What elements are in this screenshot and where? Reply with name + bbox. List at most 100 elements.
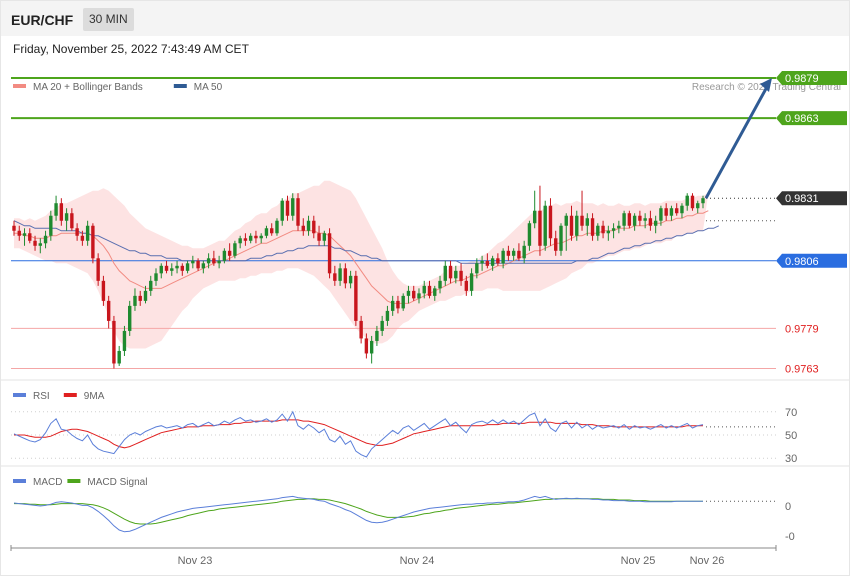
- macd-tick-1: -0: [785, 531, 795, 543]
- timeframe-badge[interactable]: 30 MIN: [83, 8, 134, 31]
- candle-body: [690, 195, 695, 209]
- legend-swatch-0: [13, 84, 26, 88]
- candle-body: [438, 280, 442, 289]
- candle-body: [243, 238, 248, 241]
- candle-body: [475, 263, 479, 274]
- level-label-5: 0.9763: [785, 363, 819, 375]
- datetime-label: Friday, November 25, 2022 7:43:49 AM CET: [13, 42, 249, 56]
- candle-body: [54, 203, 58, 216]
- level-label-4: 0.9779: [785, 323, 819, 335]
- candle-body: [327, 233, 332, 274]
- rsi-ma9-line: [14, 419, 703, 449]
- candle-body: [333, 273, 337, 281]
- target-arrow-head: [760, 78, 772, 93]
- candle-body: [301, 225, 305, 231]
- candle-body: [564, 215, 568, 226]
- candle-body: [312, 220, 316, 234]
- candle-body: [359, 320, 363, 339]
- level-label-0: 0.9879: [785, 73, 819, 85]
- target-arrow-line: [704, 84, 770, 199]
- candle-body: [138, 295, 142, 301]
- x-tick-label-3: Nov 26: [690, 555, 725, 567]
- candle-body: [233, 243, 237, 256]
- candle-body: [170, 268, 174, 271]
- candle-body: [617, 225, 621, 229]
- macd-line: [13, 495, 703, 533]
- candle-body: [112, 320, 116, 364]
- candle-body: [80, 235, 85, 241]
- candle-body: [306, 220, 311, 231]
- candle-body: [380, 320, 384, 331]
- candle-body: [390, 300, 395, 311]
- rsi-panel: RSI 9MA 70 50 30: [11, 391, 797, 465]
- candle-body: [343, 268, 348, 284]
- candle-body: [701, 198, 705, 204]
- candle-body: [517, 250, 521, 259]
- candle-body: [96, 258, 100, 281]
- candle-body: [164, 265, 169, 271]
- candle-body: [12, 225, 16, 231]
- candle-body: [191, 260, 195, 264]
- candle-body: [443, 265, 447, 281]
- candle-body: [506, 250, 511, 256]
- x-tick-label-0: Nov 23: [178, 555, 213, 567]
- candle-body: [322, 233, 327, 241]
- candle-body: [369, 340, 374, 354]
- candle-body: [254, 235, 258, 239]
- candle-body: [696, 203, 700, 209]
- candle-body: [422, 285, 426, 294]
- rsi-tick-50: 50: [785, 430, 797, 442]
- candle-body: [375, 330, 379, 341]
- candle-body: [459, 270, 463, 281]
- candle-body: [675, 208, 679, 214]
- level-tag-3: [776, 253, 847, 268]
- candle-body: [206, 258, 211, 264]
- candle-body: [364, 338, 369, 354]
- rsi-tick-70: 70: [785, 407, 797, 419]
- candle-body: [180, 265, 185, 271]
- candle-body: [538, 210, 542, 246]
- macd-legend-label-1: MACD Signal: [87, 477, 147, 488]
- candle-body: [585, 218, 589, 226]
- time-axis: Nov 23 Nov 24 Nov 25 Nov 26: [10, 545, 777, 567]
- candle-body: [33, 240, 37, 246]
- candle-body: [217, 260, 221, 264]
- candle-body: [680, 205, 684, 214]
- candle-body: [159, 265, 163, 274]
- macd-signal-line: [14, 498, 703, 525]
- candle-body: [527, 223, 532, 246]
- candle-body: [559, 225, 563, 251]
- macd-legend-swatch-1: [67, 479, 81, 483]
- candle-body: [653, 220, 658, 226]
- candle-body: [669, 208, 674, 216]
- candle-body: [196, 260, 200, 269]
- candle-body: [248, 235, 253, 241]
- macd-legend-label-0: MACD: [33, 477, 62, 488]
- candle-body: [222, 250, 227, 261]
- candle-body: [406, 290, 411, 296]
- candle-body: [317, 233, 321, 241]
- ma50-line: [13, 220, 720, 264]
- candle-body: [64, 213, 69, 221]
- candle-body: [606, 230, 611, 234]
- candle-body: [70, 213, 74, 229]
- candle-body: [185, 263, 190, 271]
- candle-body: [43, 235, 48, 244]
- candle-body: [154, 273, 158, 281]
- macd-panel: MACD MACD Signal 0 -0: [13, 477, 795, 543]
- candle-body: [270, 228, 274, 234]
- candle-body: [685, 195, 689, 206]
- candle-body: [412, 290, 416, 299]
- candle-body: [227, 250, 232, 256]
- rsi-legend-swatch-0: [13, 393, 26, 397]
- level-tag-1: [776, 111, 847, 126]
- candle-body: [291, 198, 295, 216]
- rsi-legend-swatch-1: [63, 393, 77, 397]
- candle-body: [490, 258, 495, 266]
- candle-body: [627, 213, 632, 226]
- candle-body: [91, 225, 95, 259]
- rsi-tick-30: 30: [785, 453, 797, 465]
- candle-body: [22, 233, 27, 236]
- rsi-legend-label-1: 9MA: [84, 391, 105, 402]
